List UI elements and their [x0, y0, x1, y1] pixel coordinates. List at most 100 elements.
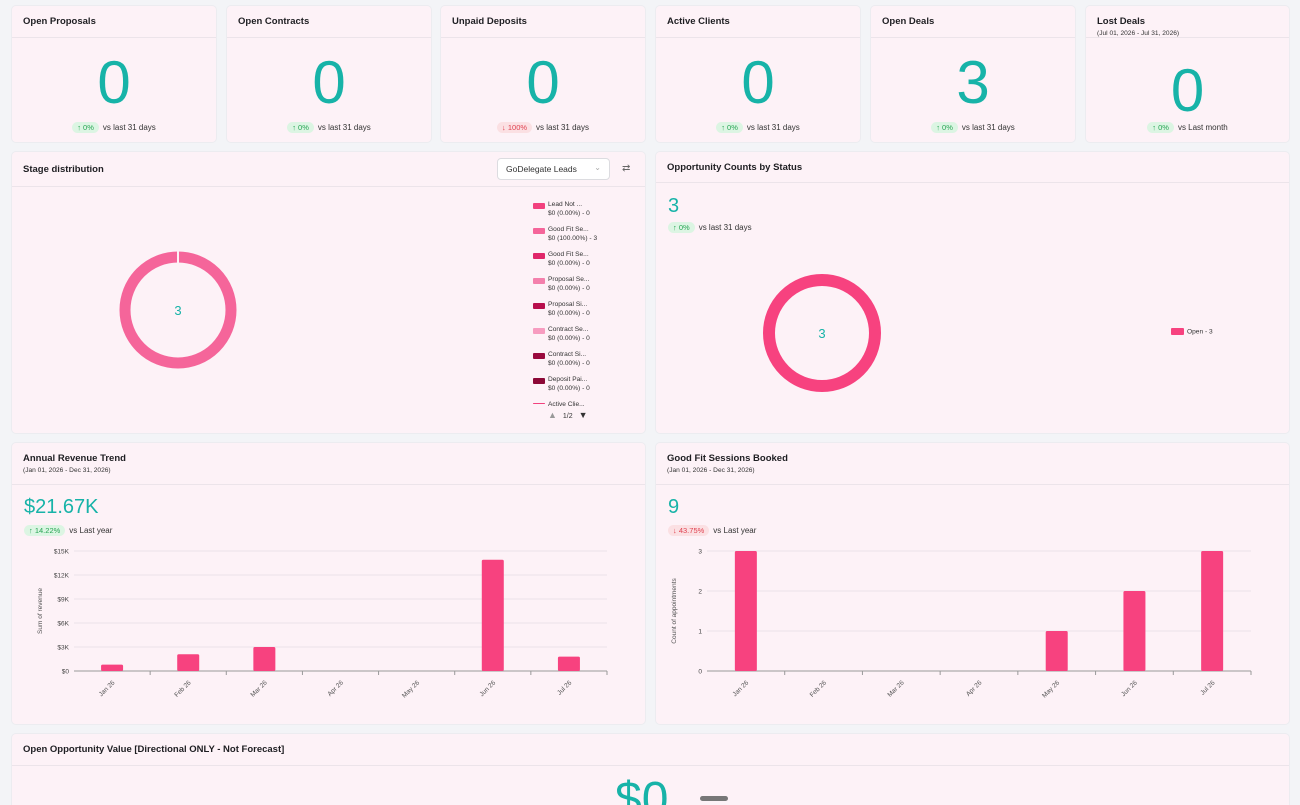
kpi-date-range: (Jul 01, 2026 - Jul 31, 2026) — [1097, 30, 1180, 37]
card-title: Annual Revenue Trend — [23, 453, 126, 464]
kpi-card: Lost Deals (Jul 01, 2026 - Jul 31, 2026) 0… — [1085, 5, 1290, 143]
donut-ring — [763, 274, 881, 392]
divider — [1086, 37, 1289, 38]
legend-swatch — [533, 278, 545, 284]
legend-stage-detail: $0 (0.00%) - 0 — [548, 335, 590, 343]
legend-stage-detail: $0 (0.00%) - 0 — [548, 285, 590, 293]
status-donut: 3 — [763, 274, 881, 392]
kpi-trend: ↑ 0% vs last 31 days — [227, 122, 431, 133]
sessions-bar-chart: 0 1 2 3 Count of appointments Jan 26 Feb 26 Mar… — [671, 549, 1252, 699]
legend-swatch — [533, 403, 545, 404]
legend-stage-detail: $0 (0.00%) - 0 — [548, 360, 590, 368]
y-tick-label: 2 — [698, 589, 702, 596]
opportunity-count-trend: ↑ 0% vs last 31 days — [668, 222, 752, 233]
chevron-down-icon: ⌄ — [594, 163, 601, 172]
y-tick-label: $0 — [62, 669, 70, 676]
annual-revenue-card: Annual Revenue Trend (Jan 01, 2026 - Dec… — [11, 442, 646, 725]
legend-swatch — [533, 203, 545, 209]
x-tick-label: Mar 26 — [886, 679, 906, 699]
kpi-trend: ↓ 100% vs last 31 days — [441, 122, 645, 133]
card-date-range: (Jan 01, 2026 - Dec 31, 2026) — [23, 467, 111, 474]
x-tick-label: May 26 — [1041, 679, 1061, 699]
stage-legend-item[interactable]: Proposal Se... $0 (0.00%) - 0 — [533, 275, 590, 293]
legend-pager: ▲ 1/2 ▼ — [548, 410, 587, 420]
trend-pill: ↑ 0% — [72, 122, 99, 133]
trend-pill: ↑ 0% — [716, 122, 743, 133]
revenue-bar-chart: $0 $3K $6K $9K $12K $15K Sum of revenue Jan 26 F… — [37, 549, 608, 699]
y-tick-label: $6K — [57, 621, 69, 628]
kpi-card: Open Contracts 0 ↑ 0% vs last 31 days — [226, 5, 432, 143]
legend-stage-detail: $0 (0.00%) - 0 — [548, 310, 590, 318]
page-down-icon[interactable]: ▼ — [578, 410, 588, 420]
y-tick-label: 3 — [698, 549, 702, 556]
legend-swatch — [533, 328, 545, 334]
x-tick-label: May 26 — [401, 679, 421, 699]
card-date-range: (Jan 01, 2026 - Dec 31, 2026) — [667, 467, 755, 474]
trend-pill: ↑ 14.22% — [24, 525, 66, 536]
kpi-value: 0 — [97, 49, 131, 116]
legend-stage-detail: $0 (100.00%) - 3 — [548, 235, 598, 243]
trend-change: 0% — [727, 123, 738, 132]
stage-legend-item[interactable]: Deposit Pai... $0 (0.00%) - 0 — [533, 375, 590, 393]
revenue-value: $21.67K — [24, 496, 99, 518]
pipeline-select[interactable]: GoDelegate Leads ⌄ — [497, 158, 610, 180]
trend-period: vs Last year — [713, 526, 757, 535]
trend-change: 43.75% — [678, 526, 705, 535]
trend-period: vs last 31 days — [536, 123, 589, 132]
status-legend-item: Open - 3 — [1171, 328, 1213, 335]
x-tick-label: Jan 26 — [98, 679, 117, 698]
legend-stage-name: Good Fit Se... — [548, 226, 589, 233]
kpi-title: Open Deals — [882, 16, 935, 27]
legend-stage-name: Deposit Pai... — [548, 376, 588, 383]
bar — [734, 551, 757, 671]
y-tick-label: $12K — [54, 573, 70, 580]
stage-legend-item[interactable]: Proposal Si... $0 (0.00%) - 0 — [533, 300, 590, 318]
trend-change: 0% — [83, 123, 94, 132]
trend-period: vs last 31 days — [698, 223, 752, 232]
trend-period: vs last 31 days — [746, 123, 800, 132]
legend-swatch — [533, 303, 545, 309]
kpi-card: Active Clients 0 ↑ 0% vs last 31 days — [655, 5, 861, 143]
bar — [177, 654, 200, 671]
kpi-value: 0 — [526, 49, 560, 116]
pager-label: 1/2 — [562, 413, 573, 420]
opportunity-counts-card: Opportunity Counts by Status 3 ↑ 0% vs la… — [655, 151, 1290, 434]
y-tick-label: 1 — [698, 629, 702, 636]
good-fit-sessions-card: Good Fit Sessions Booked (Jan 01, 2026 -… — [655, 442, 1290, 725]
legend-stage-name: Contract Si... — [548, 351, 587, 358]
divider — [12, 765, 1289, 766]
legend-stage-detail: $0 (0.00%) - 0 — [548, 385, 590, 393]
stage-legend-item[interactable]: Lead Not ... $0 (0.00%) - 0 — [533, 200, 590, 218]
divider — [656, 37, 860, 38]
swap-icon[interactable]: ⇄ — [622, 163, 631, 174]
y-axis-label: Sum of revenue — [37, 588, 44, 634]
divider — [656, 484, 1289, 485]
trend-pill: ↓ 43.75% — [668, 525, 710, 536]
stage-legend-item[interactable]: Contract Se... $0 (0.00%) - 0 — [533, 325, 590, 343]
stage-legend-item[interactable]: Contract Si... $0 (0.00%) - 0 — [533, 350, 590, 368]
stage-legend-item[interactable]: Good Fit Se... $0 (100.00%) - 3 — [533, 225, 598, 243]
bar — [1201, 551, 1224, 671]
kpi-title: Open Contracts — [238, 16, 310, 27]
x-tick-label: Apr 26 — [326, 679, 345, 698]
bar — [253, 647, 276, 671]
sessions-value: 9 — [668, 496, 680, 518]
card-title: Opportunity Counts by Status — [667, 162, 803, 173]
divider — [871, 37, 1075, 38]
y-tick-label: 0 — [698, 669, 702, 676]
stage-legend-item[interactable]: Good Fit Se... $0 (0.00%) - 0 — [533, 250, 590, 268]
y-axis-label: Count of appointments — [671, 578, 678, 644]
x-tick-label: Jun 26 — [1120, 679, 1139, 698]
page-up-icon[interactable]: ▲ — [548, 410, 557, 420]
trend-change: 0% — [1158, 123, 1169, 132]
stage-legend-item[interactable]: Active Clie... — [533, 400, 585, 409]
divider — [441, 37, 645, 38]
legend-label: Open - 3 — [1187, 328, 1213, 336]
bar — [1045, 631, 1068, 671]
trend-change: 0% — [678, 223, 690, 232]
trend-pill: ↑ 0% — [287, 122, 314, 133]
divider — [12, 37, 216, 38]
y-tick-label: $3K — [57, 645, 69, 652]
x-tick-label: Feb 26 — [809, 679, 829, 699]
kpi-title: Unpaid Deposits — [452, 16, 527, 27]
